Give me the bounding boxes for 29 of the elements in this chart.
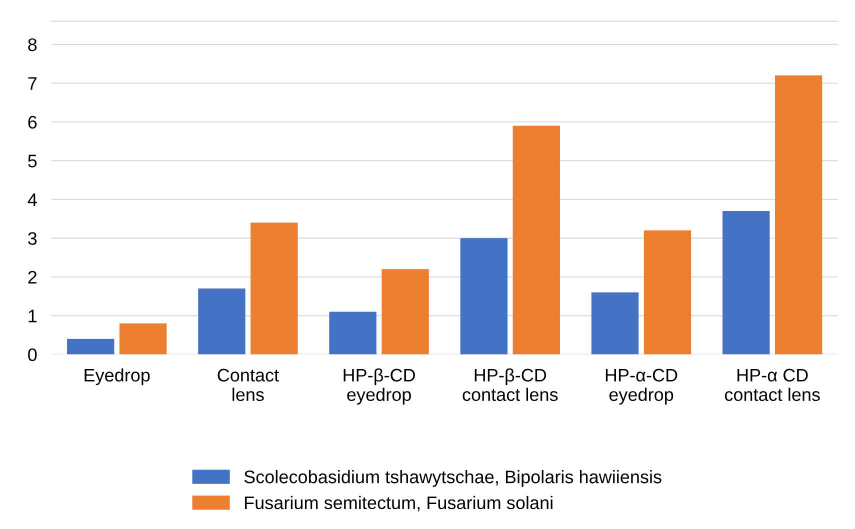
y-tick-label: 7 (28, 77, 37, 90)
bar (774, 75, 822, 354)
x-tick-label: HP-β-CD contact lens (462, 368, 558, 402)
bar (591, 292, 639, 354)
y-tick-label: 2 (28, 270, 37, 284)
y-tick-label: 0 (28, 348, 37, 362)
bar (460, 238, 508, 354)
x-tick-label: Contact lens (218, 368, 279, 402)
bar (382, 269, 429, 354)
y-tick-label: 5 (28, 154, 37, 168)
x-tick-label: HP-α CD contact lens (724, 368, 820, 402)
bar (250, 222, 298, 354)
x-tick-label: Eyedrop (84, 368, 150, 386)
legend-label: Fusarium semitectum, Fusarium solani (245, 496, 552, 512)
bar (644, 230, 692, 354)
x-tick-label: HP-α-CD eyedrop (606, 368, 678, 405)
legend-label: Scolecobasidium tshawytschae, Bipolaris hawiiensis (244, 470, 662, 487)
bar (67, 338, 114, 354)
y-tick-label: 3 (28, 232, 37, 245)
bar (512, 126, 560, 354)
y-tick-label: 1 (28, 310, 37, 322)
y-tick-label: 8 (28, 38, 37, 52)
bar (329, 312, 376, 354)
bar (722, 211, 770, 354)
bar (119, 323, 167, 354)
y-tick-label: 6 (28, 116, 37, 129)
x-tick-label: HP-β-CD eyedrop (344, 368, 415, 405)
bar (198, 288, 246, 354)
y-tick-label: 4 (28, 194, 37, 206)
